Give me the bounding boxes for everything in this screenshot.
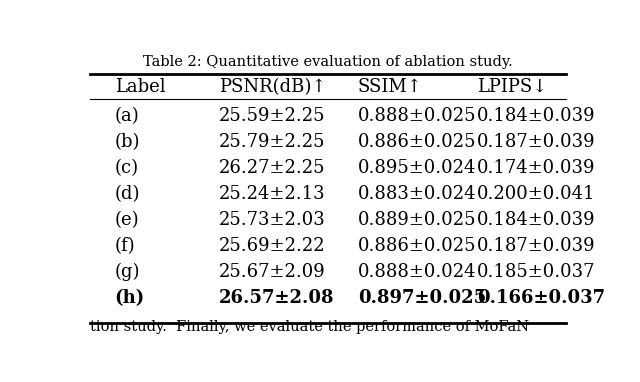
Text: (e): (e) [115, 211, 140, 229]
Text: 0.184±0.039: 0.184±0.039 [477, 107, 595, 125]
Text: 25.69±2.22: 25.69±2.22 [219, 237, 326, 255]
Text: (d): (d) [115, 185, 140, 203]
Text: 25.73±2.03: 25.73±2.03 [219, 211, 326, 229]
Text: 25.59±2.25: 25.59±2.25 [219, 107, 325, 125]
Text: 26.27±2.25: 26.27±2.25 [219, 159, 325, 177]
Text: (b): (b) [115, 133, 140, 151]
Text: Label: Label [115, 78, 165, 96]
Text: 26.57±2.08: 26.57±2.08 [219, 289, 334, 307]
Text: 25.24±2.13: 25.24±2.13 [219, 185, 326, 203]
Text: PSNR(dB)↑: PSNR(dB)↑ [219, 78, 326, 96]
Text: 0.897±0.025: 0.897±0.025 [358, 289, 486, 307]
Text: 0.895±0.024: 0.895±0.024 [358, 159, 476, 177]
Text: (c): (c) [115, 159, 139, 177]
Text: (f): (f) [115, 237, 135, 255]
Text: tion study.  Finally, we evaluate the performance of MoFaN: tion study. Finally, we evaluate the per… [90, 320, 529, 334]
Text: 0.886±0.025: 0.886±0.025 [358, 133, 476, 151]
Text: 0.174±0.039: 0.174±0.039 [477, 159, 595, 177]
Text: (g): (g) [115, 262, 140, 281]
Text: 0.883±0.024: 0.883±0.024 [358, 185, 476, 203]
Text: 25.79±2.25: 25.79±2.25 [219, 133, 325, 151]
Text: 0.187±0.039: 0.187±0.039 [477, 133, 595, 151]
Text: 0.184±0.039: 0.184±0.039 [477, 211, 595, 229]
Text: 0.888±0.025: 0.888±0.025 [358, 107, 476, 125]
Text: LPIPS↓: LPIPS↓ [477, 78, 547, 96]
Text: 0.187±0.039: 0.187±0.039 [477, 237, 595, 255]
Text: 0.889±0.025: 0.889±0.025 [358, 211, 476, 229]
Text: 0.200±0.041: 0.200±0.041 [477, 185, 595, 203]
Text: SSIM↑: SSIM↑ [358, 78, 422, 96]
Text: (a): (a) [115, 107, 140, 125]
Text: 0.886±0.025: 0.886±0.025 [358, 237, 476, 255]
Text: (h): (h) [115, 289, 145, 307]
Text: 0.888±0.024: 0.888±0.024 [358, 263, 476, 281]
Text: 0.185±0.037: 0.185±0.037 [477, 263, 595, 281]
Text: 0.166±0.037: 0.166±0.037 [477, 289, 605, 307]
Text: 25.67±2.09: 25.67±2.09 [219, 263, 326, 281]
Text: Table 2: Quantitative evaluation of ablation study.: Table 2: Quantitative evaluation of abla… [143, 55, 513, 69]
